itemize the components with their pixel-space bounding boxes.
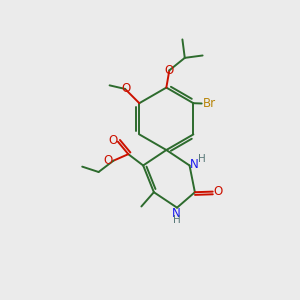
Text: O: O xyxy=(213,185,222,198)
Text: O: O xyxy=(104,154,113,167)
Text: N: N xyxy=(190,158,199,171)
Text: Br: Br xyxy=(203,97,216,110)
Text: N: N xyxy=(172,206,181,220)
Text: H: H xyxy=(197,154,205,164)
Text: O: O xyxy=(165,64,174,77)
Text: O: O xyxy=(121,82,130,94)
Text: H: H xyxy=(172,215,180,225)
Text: O: O xyxy=(108,134,118,147)
